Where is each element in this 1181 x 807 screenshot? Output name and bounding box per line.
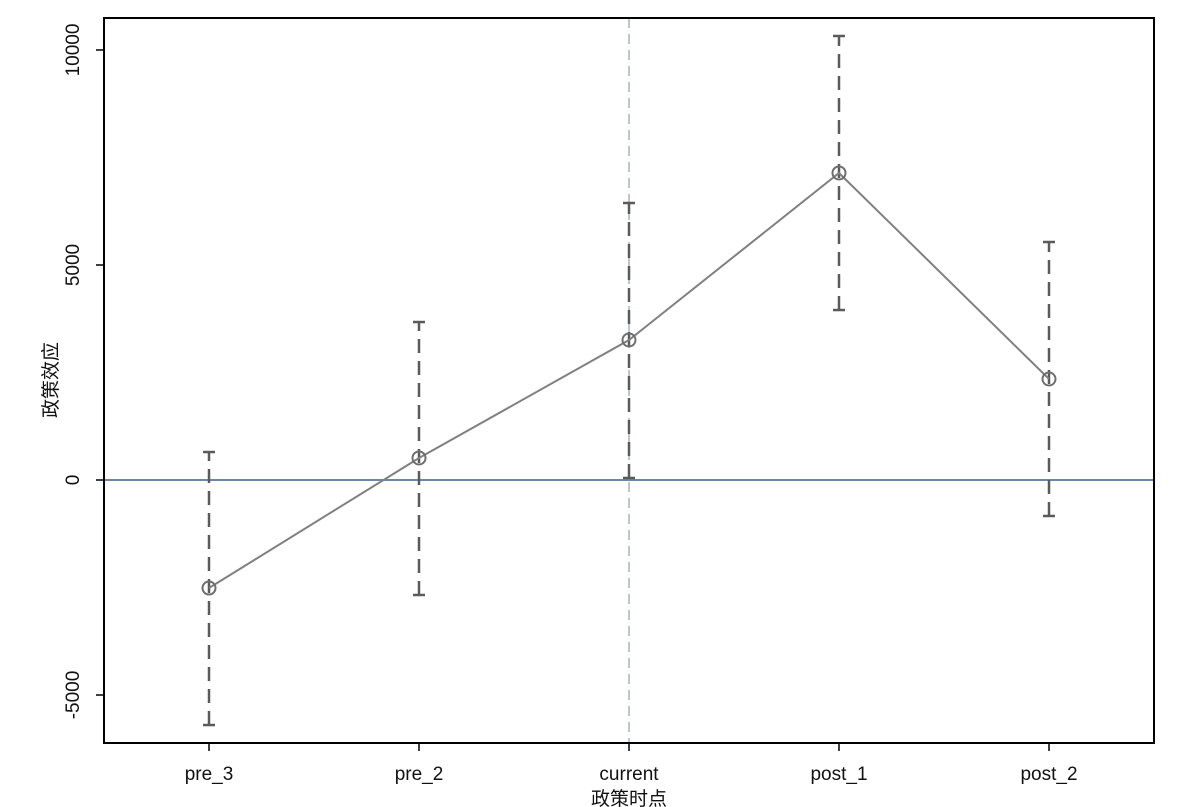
point [621, 332, 637, 348]
point [1041, 371, 1057, 387]
x-tick-label: pre_2 [395, 764, 444, 785]
point [831, 165, 847, 181]
x-tick-label: pre_3 [185, 764, 234, 785]
x-tick-label: current [599, 764, 659, 785]
point [411, 450, 427, 466]
y-tick-label: 0 [63, 475, 84, 486]
y-tick-label: -5000 [63, 671, 84, 720]
y-tick-label: 5000 [63, 244, 84, 286]
y-tick-label: 10000 [63, 24, 84, 77]
x-axis-title: 政策时点 [591, 788, 667, 807]
y-axis-title: 政策效应 [40, 342, 62, 418]
plot-frame [103, 17, 1155, 744]
x-tick-label: post_2 [1020, 764, 1077, 785]
line [208, 171, 1050, 589]
x-tick-label: post_1 [810, 764, 867, 785]
point [201, 580, 217, 596]
